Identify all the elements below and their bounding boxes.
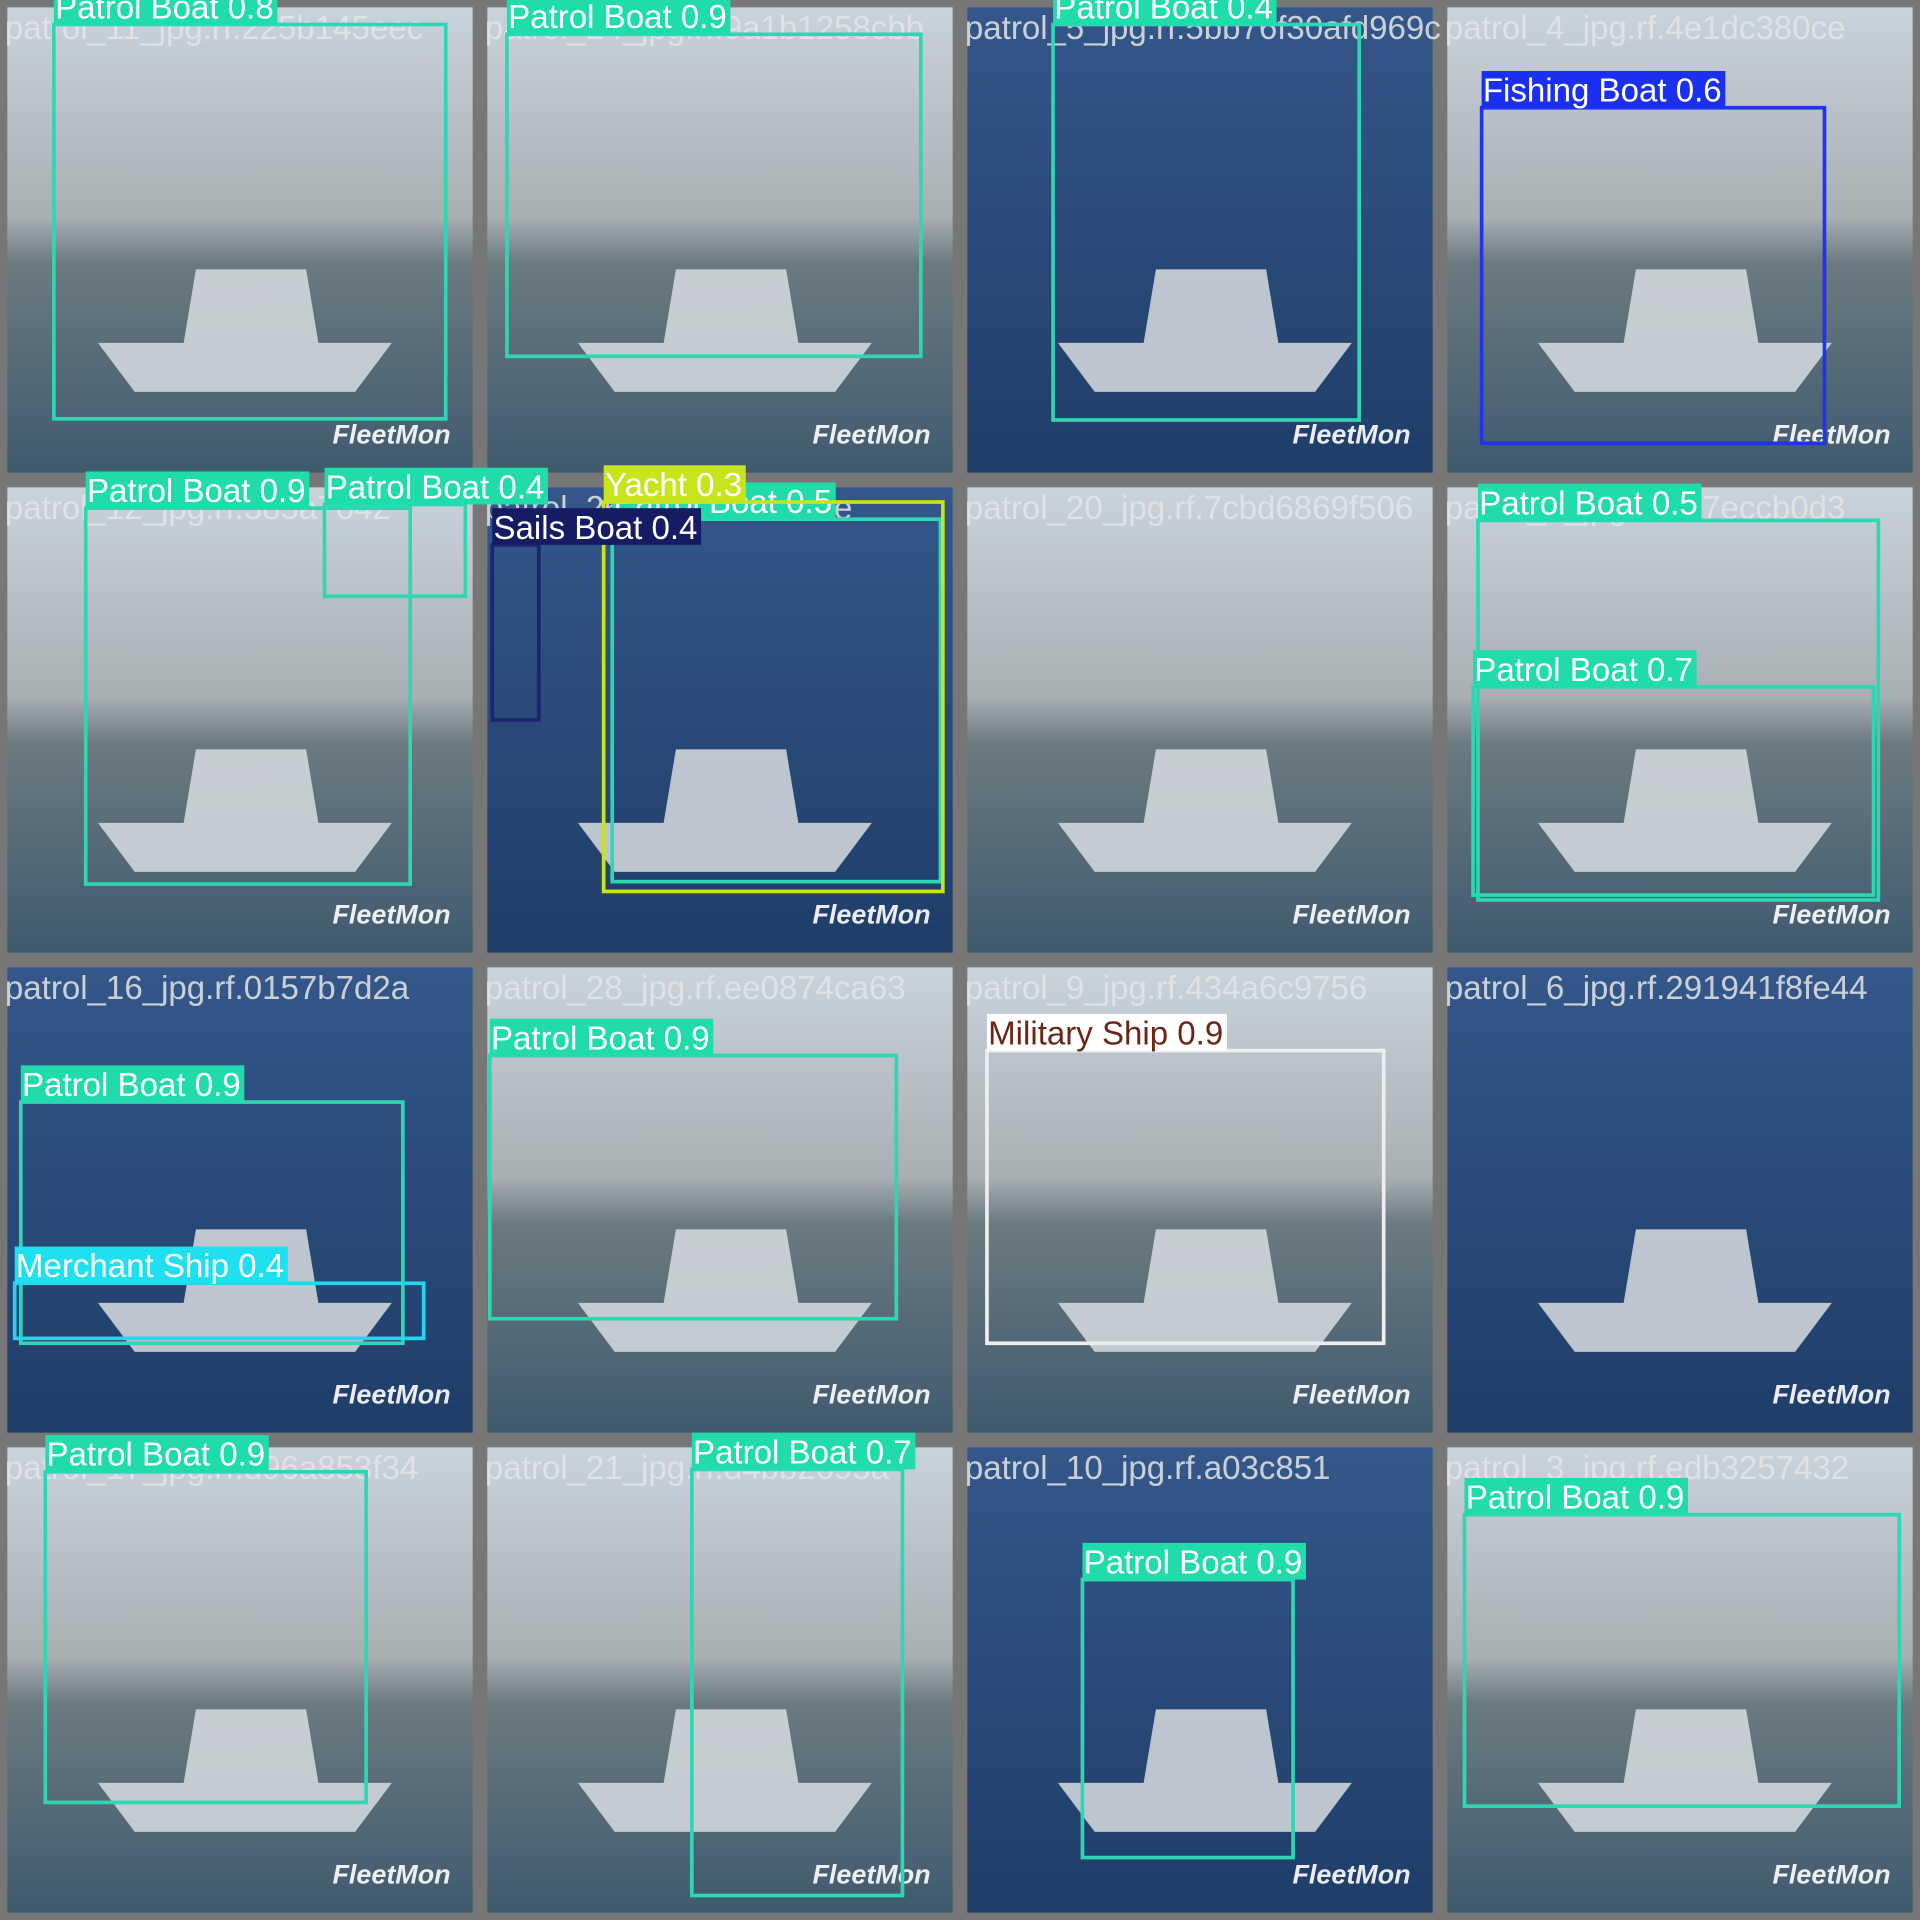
watermark: FleetMon (332, 1859, 450, 1889)
photo (967, 1447, 1433, 1913)
detection-label: Patrol Boat 0.7 (693, 1434, 912, 1471)
label-background (986, 1013, 1227, 1051)
watermark: FleetMon (332, 899, 450, 929)
boat-shape (577, 269, 872, 392)
photo (487, 487, 953, 953)
photo (7, 1447, 473, 1913)
label-background (492, 508, 702, 545)
detection-label: Patrol Boat 0.4 (1054, 0, 1273, 26)
detection-label: Patrol Boat 0.9 (47, 1437, 266, 1474)
boat-shape (577, 1709, 872, 1832)
label-background (1473, 650, 1697, 687)
detection-label: Patrol Boat 0.4 (326, 469, 545, 506)
label-background (1481, 71, 1726, 108)
filename: patrol_28_jpg.rf.ee0874ca63 (485, 970, 906, 1007)
watermark: FleetMon (812, 419, 930, 449)
detection-label: Patrol Boat 0.7 (1474, 652, 1693, 689)
boat-shape (1537, 1709, 1832, 1832)
boat-shape (1537, 749, 1832, 872)
boat-shape (1057, 269, 1352, 392)
boat-shape (1537, 269, 1832, 392)
detection-label: Fishing Boat 0.6 (1483, 73, 1722, 110)
filename: patrol_4_jpg.rf.4e1dc380ce (1445, 10, 1846, 47)
label-background (489, 1018, 714, 1056)
boat-shape (1057, 1709, 1352, 1832)
watermark: FleetMon (332, 419, 450, 449)
detection-label: Sails Boat 0.4 (493, 510, 697, 547)
label-background (1477, 483, 1702, 521)
bounding-box (487, 1053, 899, 1321)
photo (967, 7, 1433, 473)
filename: patrol_10_jpg.rf.a03c851 (965, 1450, 1331, 1487)
boat-shape (97, 269, 392, 392)
boat-shape (1057, 1229, 1352, 1352)
label-background (1464, 1477, 1689, 1515)
bounding-box (985, 1048, 1386, 1346)
label-background (603, 465, 746, 503)
bounding-box (601, 500, 945, 894)
watermark: FleetMon (332, 1379, 450, 1409)
boat-shape (1057, 749, 1352, 872)
photo (7, 7, 473, 473)
detection-label: Merchant Ship 0.4 (16, 1248, 284, 1285)
watermark: FleetMon (1292, 899, 1410, 929)
label-background (53, 0, 278, 25)
photo (1447, 967, 1913, 1433)
watermark: FleetMon (1772, 1379, 1890, 1409)
photo (1447, 487, 1913, 953)
label-background (1053, 0, 1277, 25)
detection-label: Patrol Boat 0.9 (1084, 1544, 1303, 1581)
photo (487, 1447, 953, 1913)
detection-label: Patrol Boat 0.9 (22, 1067, 241, 1104)
filename: patrol_16_jpg.rf.0157b7d2a (5, 970, 410, 1007)
detection-label: Patrol Boat 0.9 (508, 0, 727, 36)
boat-shape (97, 749, 392, 872)
photo (1447, 1447, 1913, 1913)
detection-label: Patrol Boat 0.9 (87, 473, 306, 510)
watermark: FleetMon (1292, 419, 1410, 449)
filename: patrol_20_jpg.rf.7cbd6869f506 (965, 490, 1413, 527)
label-background (20, 1065, 245, 1103)
label-background (45, 1435, 269, 1472)
photo (967, 487, 1433, 953)
watermark: FleetMon (812, 1379, 930, 1409)
label-background (691, 1432, 916, 1470)
watermark: FleetMon (812, 899, 930, 929)
label-background (324, 467, 549, 505)
boat-shape (97, 1229, 392, 1352)
filename: patrol_6_jpg.rf.291941f8fe44 (1445, 970, 1868, 1007)
detection-label: Patrol Boat 0.5 (1479, 485, 1698, 522)
label-background (506, 0, 731, 35)
detection-label: Patrol Boat 0.9 (491, 1020, 710, 1057)
filename: patrol_9_jpg.rf.434a6c9756 (965, 970, 1367, 1007)
label-background (85, 471, 310, 509)
photo (487, 7, 953, 473)
detection-label: Patrol Boat 0.8 (55, 0, 274, 26)
detection-label: Patrol Boat 0.9 (1466, 1480, 1685, 1517)
watermark: FleetMon (1772, 899, 1890, 929)
photo (7, 967, 473, 1433)
label-background (14, 1246, 288, 1284)
watermark: FleetMon (1292, 1379, 1410, 1409)
boat-shape (577, 749, 872, 872)
boat-shape (577, 1229, 872, 1352)
watermark: FleetMon (1292, 1859, 1410, 1889)
label-background (1082, 1542, 1306, 1580)
boat-shape (1537, 1229, 1832, 1352)
watermark: FleetMon (1772, 1859, 1890, 1889)
watermark: FleetMon (812, 1859, 930, 1889)
detection-label: Military Ship 0.9 (988, 1015, 1223, 1052)
detection-label: Yacht 0.3 (605, 467, 742, 504)
